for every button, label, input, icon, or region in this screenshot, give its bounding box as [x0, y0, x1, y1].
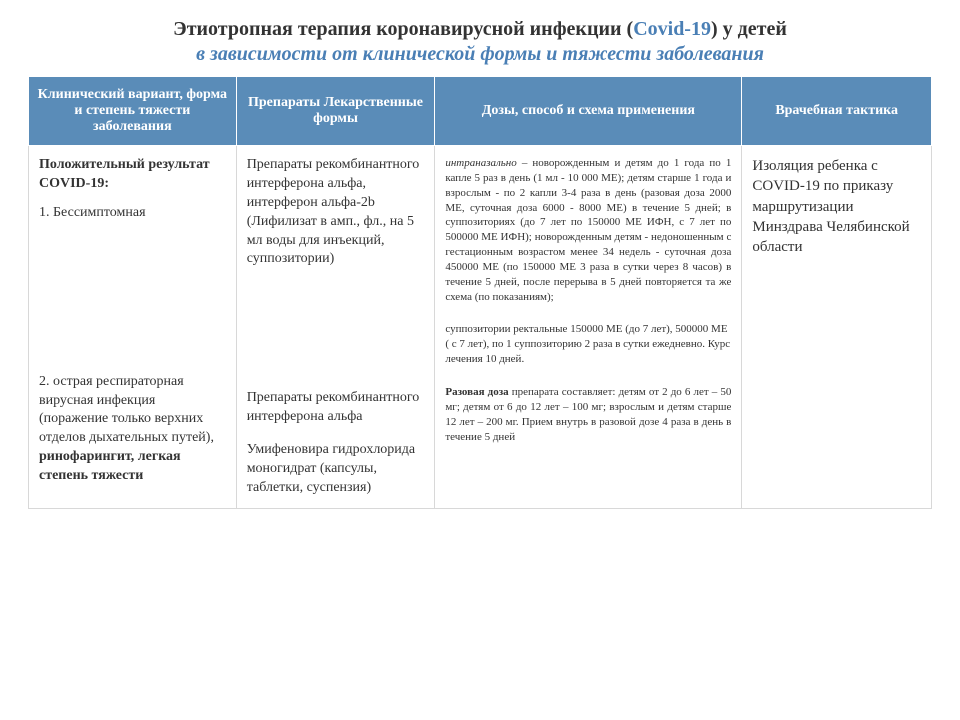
title-line-2: в зависимости от клинической формы и тяж…: [28, 43, 932, 66]
title-part-a: Этиотропная терапия коронавирусной инфек…: [173, 18, 633, 40]
header-drugs: Препараты Лекарственные формы: [236, 77, 435, 146]
intranasal-label: интраназально: [445, 157, 516, 169]
dose-section-1: интраназально – новорожденным и детям до…: [445, 156, 731, 304]
title-covid: Covid-19: [633, 18, 711, 40]
ari-bold: ринофарингит, легкая степень тяжести: [39, 449, 181, 483]
single-dose-label: Разовая доза: [445, 386, 508, 398]
cell-tactics: Изоляция ребенка с COVID-19 по приказу м…: [742, 146, 932, 509]
title-line-1: Этиотропная терапия коронавирусной инфек…: [28, 18, 932, 41]
dose1-text: – новорожденным и детям до 1 года по 1 к…: [445, 157, 731, 303]
cell-doses: интраназально – новорожденным и детям до…: [435, 146, 742, 509]
drugs-sec1: Препараты рекомбинантного интерферона ал…: [247, 156, 425, 269]
drugs-sec2b: Умифеновира гидрохлорида моногидрат (кап…: [247, 441, 425, 498]
table-row: Положительный результат COVID-19: 1. Бес…: [29, 146, 932, 509]
ari-item: 2. острая респираторная вирусная инфекци…: [39, 373, 226, 486]
table-header-row: Клинический вариант, форма и степень тяж…: [29, 77, 932, 146]
title-part-b: ) у детей: [711, 18, 787, 40]
positive-result-heading: Положительный результат COVID-19:: [39, 156, 226, 194]
asymptomatic-item: 1. Бессимптомная: [39, 204, 226, 223]
cell-clinical-variant: Положительный результат COVID-19: 1. Бес…: [29, 146, 237, 509]
dose-section-3: Разовая доза препарата составляет: детям…: [445, 385, 731, 444]
header-tactics: Врачебная тактика: [742, 77, 932, 146]
ari-text: 2. острая респираторная вирусная инфекци…: [39, 374, 214, 446]
therapy-table: Клинический вариант, форма и степень тяж…: [28, 76, 932, 509]
dose-section-2: суппозитории ректальные 150000 МЕ (до 7 …: [445, 322, 731, 367]
header-doses: Дозы, способ и схема применения: [435, 77, 742, 146]
drugs-sec2a: Препараты рекомбинантного интерферона ал…: [247, 389, 425, 427]
cell-drugs: Препараты рекомбинантного интерферона ал…: [236, 146, 435, 509]
header-clinical-variant: Клинический вариант, форма и степень тяж…: [29, 77, 237, 146]
page-title: Этиотропная терапия коронавирусной инфек…: [28, 18, 932, 66]
